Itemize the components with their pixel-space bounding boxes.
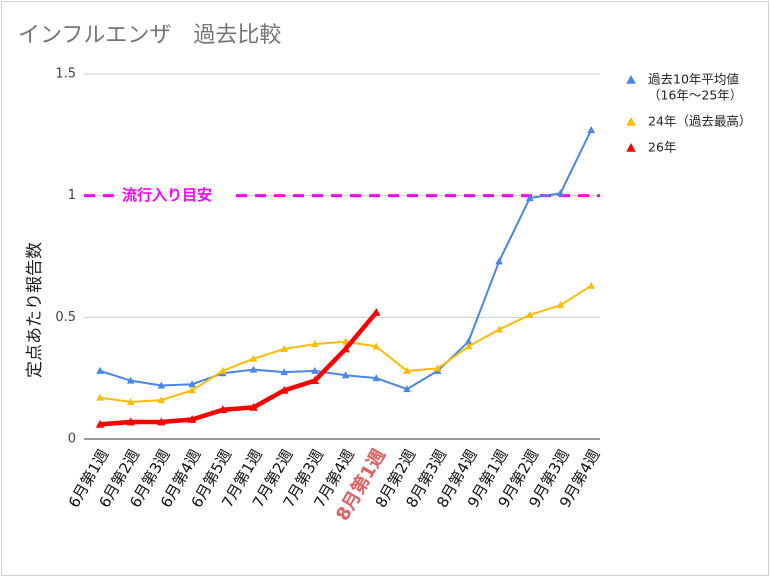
- data-point-marker: [372, 374, 381, 382]
- data-point-marker: [219, 366, 227, 374]
- data-point-marker: [341, 337, 350, 345]
- series-layer: [95, 125, 595, 428]
- series-2: [96, 281, 595, 406]
- data-point-marker: [96, 393, 104, 401]
- data-point-marker: [126, 417, 135, 426]
- threshold-label: 流行入り目安: [122, 186, 212, 204]
- y-tick-label: 0.5: [55, 310, 76, 325]
- data-point-marker: [280, 368, 288, 376]
- data-point-marker: [126, 376, 135, 384]
- threshold-label-bg: [118, 185, 234, 206]
- y-tick-labels: 0 0.5 1 1.5: [55, 67, 76, 447]
- threshold-layer: 流行入り目安: [84, 185, 600, 206]
- data-point-marker: [310, 376, 320, 384]
- data-point-marker: [372, 342, 381, 350]
- data-point-marker: [279, 385, 289, 394]
- chart-title: インフルエンザ 過去比較: [18, 23, 281, 48]
- data-point-marker: [433, 364, 442, 372]
- data-point-marker: [556, 301, 565, 309]
- y-tick-label: 1: [68, 188, 76, 203]
- data-point-marker: [157, 396, 166, 404]
- data-point-marker: [464, 337, 473, 345]
- data-point-marker: [96, 366, 104, 374]
- data-point-marker: [556, 189, 565, 197]
- data-point-marker: [249, 402, 258, 411]
- data-point-marker: [403, 385, 411, 393]
- data-point-marker: [188, 386, 196, 394]
- data-point-marker: [249, 354, 258, 362]
- data-point-marker: [587, 281, 595, 289]
- data-point-marker: [187, 415, 197, 423]
- y-tick-label: 0: [68, 432, 76, 447]
- legend-marker: [626, 75, 636, 84]
- legend-marker: [626, 117, 636, 126]
- legend-label: 24年（過去最高）: [648, 114, 751, 129]
- data-point-marker: [341, 371, 350, 379]
- data-point-marker: [157, 381, 166, 389]
- data-point-marker: [311, 340, 319, 348]
- data-point-marker: [218, 405, 228, 414]
- x-tick-labels: 6月第1週6月第2週6月第3週6月第4週6月第5週7月第1週7月第2週7月第3週…: [65, 445, 604, 524]
- legend-label: 過去10年平均値: [648, 72, 739, 87]
- data-point-marker: [341, 344, 350, 353]
- data-point-marker: [95, 419, 105, 428]
- data-point-marker: [403, 366, 411, 374]
- data-point-marker: [526, 194, 534, 202]
- data-point-marker: [372, 307, 381, 316]
- y-tick-label: 1.5: [55, 67, 76, 82]
- legend: 過去10年平均値（16年〜25年） 24年（過去最高） 26年: [626, 72, 751, 155]
- legend-marker: [626, 143, 636, 152]
- data-point-marker: [495, 257, 503, 265]
- data-point-marker: [587, 125, 595, 133]
- data-point-marker: [249, 365, 258, 373]
- y-axis-label: 定点あたり報告数: [25, 242, 45, 378]
- data-point-marker: [495, 325, 503, 333]
- data-point-marker: [280, 344, 288, 352]
- legend-label-line2: （16年〜25年）: [648, 88, 742, 103]
- data-point-marker: [526, 310, 534, 318]
- data-point-marker: [464, 342, 473, 350]
- data-point-marker: [126, 398, 135, 406]
- data-point-marker: [157, 417, 166, 426]
- data-point-marker: [311, 366, 319, 374]
- legend-label: 26年: [648, 140, 676, 155]
- series-line: [99, 311, 379, 427]
- series-3: [95, 307, 381, 428]
- data-point-marker: [188, 380, 196, 388]
